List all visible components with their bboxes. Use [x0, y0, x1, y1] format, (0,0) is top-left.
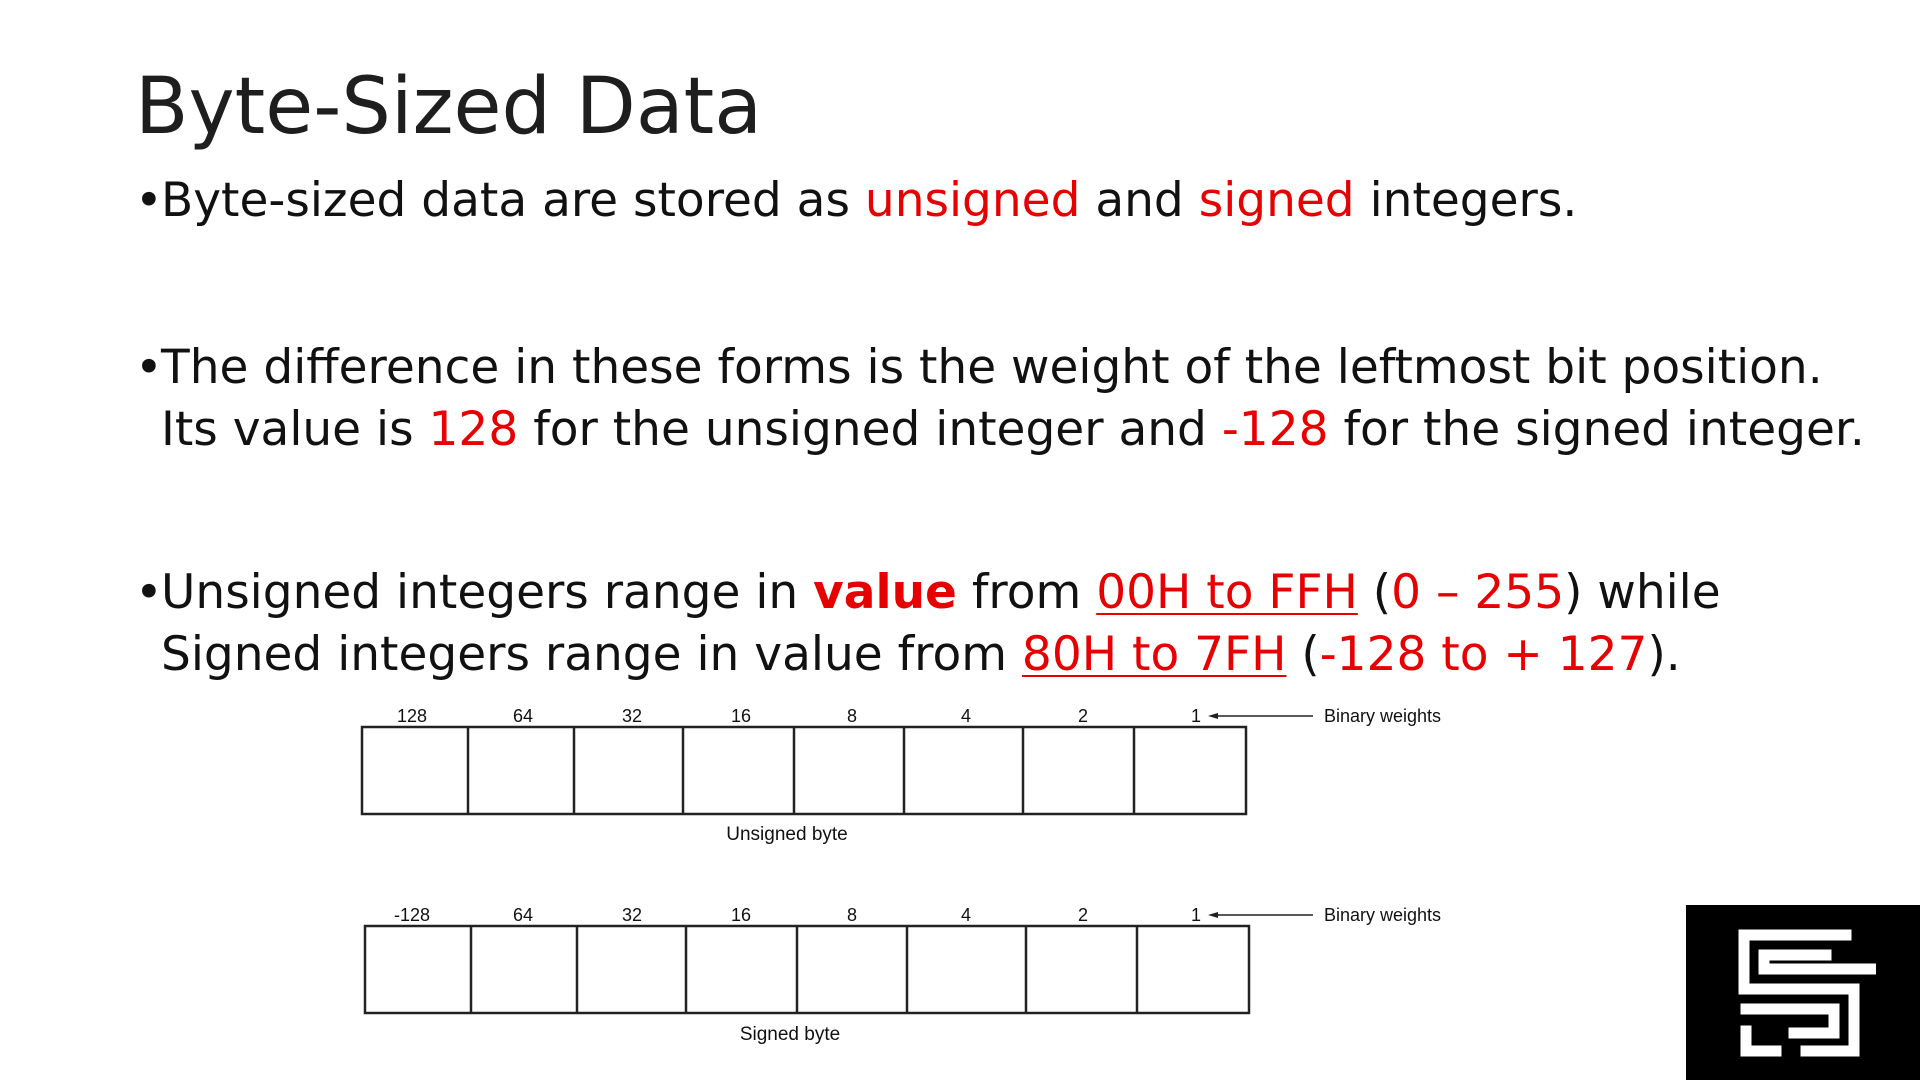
unsigned-bit-cells [360, 725, 1248, 816]
weight-label: 4 [961, 905, 971, 925]
bullet-dot: • [135, 173, 163, 228]
bullet-2-line-1: •The difference in these forms is the we… [135, 337, 1865, 399]
highlight-128: 128 [428, 402, 519, 457]
text-run: The difference in these forms is the wei… [161, 340, 1823, 395]
highlight-dec-range-unsigned: 0 – 255 [1391, 565, 1565, 620]
binary-weights-label: Binary weights [1324, 905, 1441, 925]
slide-title: Byte-Sized Data [135, 62, 763, 152]
bullet-dot: • [135, 340, 163, 395]
weight-label: 32 [622, 905, 642, 925]
text-run: ). [1647, 627, 1681, 682]
maze-logo-icon [1738, 929, 1876, 1057]
text-run: ( [1357, 565, 1392, 620]
weight-label: 4 [961, 706, 971, 726]
highlight-hex-range-signed: 80H to 7FH [1021, 627, 1287, 682]
highlight-hex-range-unsigned: 00H to FFH [1096, 565, 1358, 620]
channel-logo [1686, 905, 1920, 1080]
weight-label: 128 [397, 706, 427, 726]
highlight-minus-128: -128 [1221, 402, 1329, 457]
signed-bit-cells [363, 924, 1251, 1015]
text-run: Unsigned integers range in [161, 565, 814, 620]
text-run: ( [1286, 627, 1320, 682]
weight-label: 16 [731, 905, 751, 925]
bullet-1-line-1: •Byte-sized data are stored as unsigned … [135, 170, 1577, 232]
unsigned-byte-diagram: 128 64 32 16 8 4 2 1 Binary weights Unsi… [360, 706, 1441, 845]
weight-label: 64 [513, 905, 533, 925]
highlight-signed: signed [1198, 173, 1355, 228]
byte-outline [360, 725, 1248, 816]
bullet-3: •Unsigned integers range in value from 0… [135, 562, 1721, 686]
weight-label: 1 [1191, 905, 1201, 925]
text-run: Byte-sized data are stored as [161, 173, 865, 228]
text-run: Its value is [161, 402, 429, 457]
weight-label: 64 [513, 706, 533, 726]
unsigned-byte-caption: Unsigned byte [726, 824, 847, 845]
text-run: for the signed integer. [1328, 402, 1865, 457]
signed-weight-labels: -128 64 32 16 8 4 2 1 [394, 905, 1201, 925]
signed-byte-diagram: -128 64 32 16 8 4 2 1 Binary weights Sig… [363, 905, 1441, 1045]
bullet-1: •Byte-sized data are stored as unsigned … [135, 170, 1577, 232]
byte-weight-diagrams: 128 64 32 16 8 4 2 1 Binary weights Unsi… [360, 706, 1441, 1045]
highlight-dec-range-signed: -128 to + 127 [1319, 627, 1648, 682]
weight-label: 32 [622, 706, 642, 726]
weight-label: 8 [847, 905, 857, 925]
unsigned-pointer: Binary weights [1208, 706, 1441, 726]
weight-label: 1 [1191, 706, 1201, 726]
binary-weights-label: Binary weights [1324, 706, 1441, 726]
text-run: for the unsigned integer and [518, 402, 1222, 457]
pointer-arrow-icon [1208, 912, 1218, 918]
bullet-2: •The difference in these forms is the we… [135, 337, 1865, 461]
weight-label: -128 [394, 905, 430, 925]
pointer-arrow-icon [1208, 713, 1218, 719]
bullet-3-line-1: •Unsigned integers range in value from 0… [135, 562, 1721, 624]
bullet-2-line-2: Its value is 128 for the unsigned intege… [135, 399, 1865, 461]
weight-label: 16 [731, 706, 751, 726]
weight-label: 2 [1078, 905, 1088, 925]
signed-byte-caption: Signed byte [740, 1024, 840, 1045]
byte-outline [363, 924, 1251, 1015]
bullet-dot: • [135, 565, 163, 620]
bullet-3-line-2: Signed integers range in value from 80H … [135, 624, 1721, 686]
unsigned-weight-labels: 128 64 32 16 8 4 2 1 [397, 706, 1201, 726]
signed-pointer: Binary weights [1208, 905, 1441, 925]
text-run: and [1080, 173, 1199, 228]
weight-label: 8 [847, 706, 857, 726]
highlight-value: value [813, 565, 957, 620]
text-run: integers. [1354, 173, 1578, 228]
highlight-unsigned: unsigned [864, 173, 1081, 228]
text-run: ) while [1564, 565, 1721, 620]
text-run: from [956, 565, 1097, 620]
weight-label: 2 [1078, 706, 1088, 726]
text-run: Signed integers range in value from [161, 627, 1022, 682]
